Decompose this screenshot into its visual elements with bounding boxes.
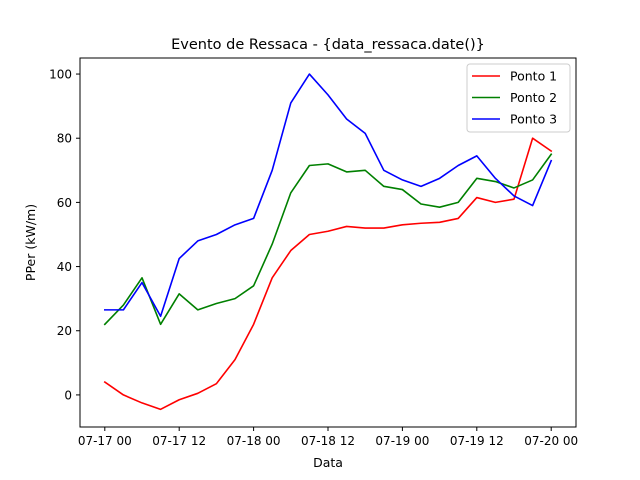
x-tick-label: 07-17 12 — [152, 434, 206, 448]
y-tick-label: 20 — [57, 324, 72, 338]
chart-title: Evento de Ressaca - {data_ressaca.date()… — [171, 37, 485, 53]
legend-box — [466, 63, 571, 133]
legend-label-3: Ponto 3 — [510, 112, 557, 127]
x-tick-label: 07-19 12 — [450, 434, 504, 448]
y-tick-label: 80 — [57, 132, 72, 146]
y-tick-label: 60 — [57, 196, 72, 210]
legend: Ponto 1 Ponto 2 Ponto 3 — [466, 63, 571, 133]
x-tick-label: 07-18 12 — [301, 434, 355, 448]
x-tick-label: 07-19 00 — [375, 434, 429, 448]
series-line-3 — [104, 73, 553, 318]
legend-label-2: Ponto 2 — [510, 90, 557, 105]
x-axis-label: Data — [313, 455, 343, 470]
y-tick-label: 100 — [49, 68, 72, 82]
plot-lines — [103, 73, 553, 411]
series-line-2 — [103, 153, 553, 326]
y-tick-label: 40 — [57, 260, 72, 274]
y-axis-label: PPer (kW/m) — [23, 204, 38, 281]
x-tick-label: 07-17 00 — [78, 434, 132, 448]
x-tick-label: 07-20 00 — [524, 434, 578, 448]
legend-label-1: Ponto 1 — [510, 69, 557, 84]
series-line-1 — [103, 137, 553, 411]
y-tick-label: 0 — [64, 388, 72, 402]
axes-frame — [79, 57, 577, 428]
axis-ticks: 07-17 00 07-17 12 07-18 00 07-18 12 07-19 00… — [49, 68, 578, 448]
x-tick-label: 07-18 00 — [227, 434, 281, 448]
